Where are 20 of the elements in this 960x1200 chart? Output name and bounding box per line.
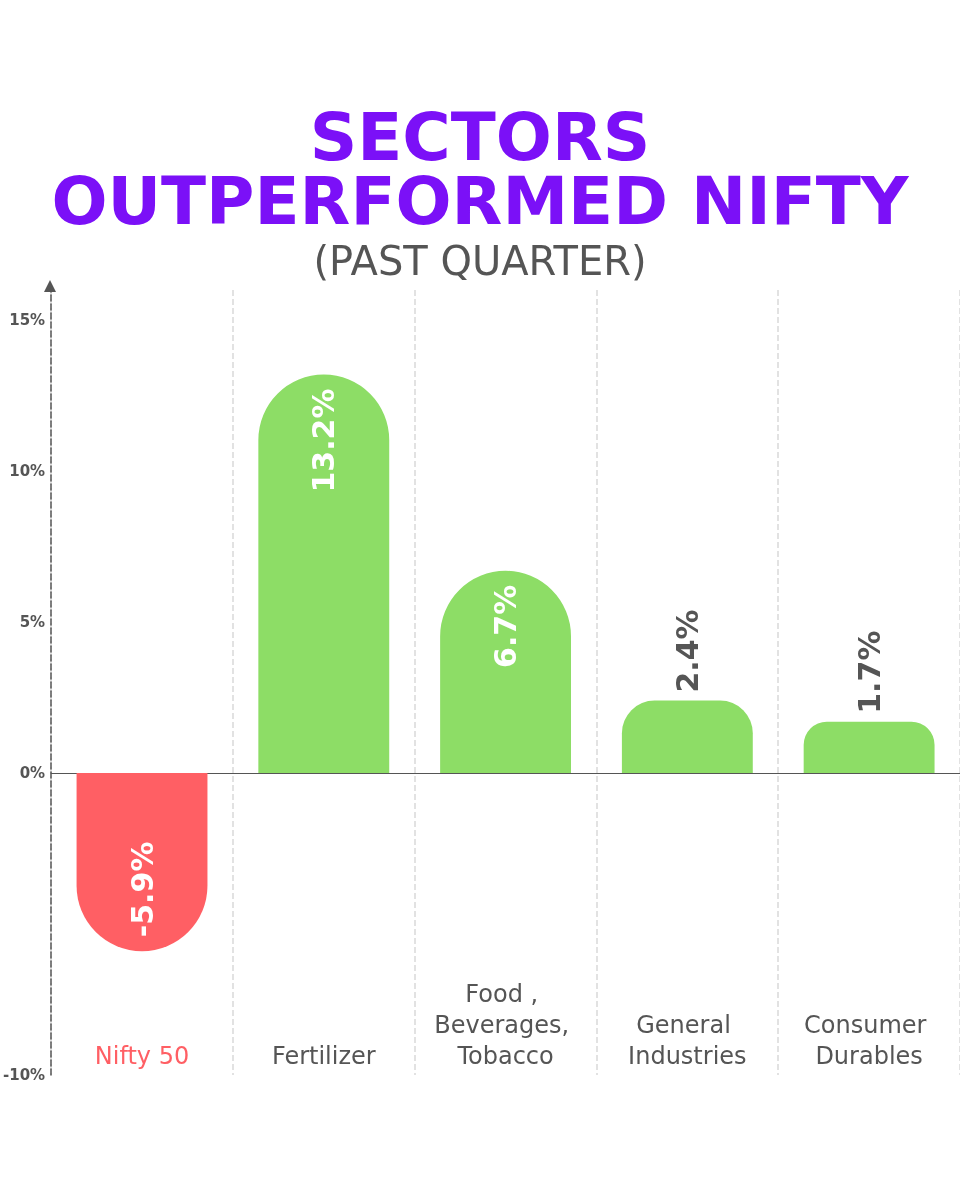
y-tick-label: 15% [9,311,46,330]
y-tick-label: 0% [19,764,46,783]
x-tick-label: Nifty 50 [94,1041,190,1070]
x-tick-label: General Industries [628,1010,747,1070]
y-tick-label: 5% [19,613,46,632]
data-label: 13.2% [306,388,342,493]
data-label: 6.7% [488,584,524,668]
chart-subtitle: (PAST QUARTER) [313,238,647,284]
chart-title: SECTORS OUTPERFORMED NIFTY [51,98,910,240]
bar [621,700,753,774]
data-label: 2.4% [669,609,705,693]
x-tick-label: Consumer Durables [804,1010,935,1070]
x-tick-label: Fertilizer [271,1041,376,1070]
y-tick-label: 10% [9,462,46,481]
data-label: 1.7% [851,630,887,714]
y-tick-label: -10% [2,1066,46,1084]
bar [258,374,390,774]
data-label: -5.9% [124,841,160,938]
x-tick-label: Food , Beverages, Tobacco [434,979,577,1070]
bar [803,721,935,774]
